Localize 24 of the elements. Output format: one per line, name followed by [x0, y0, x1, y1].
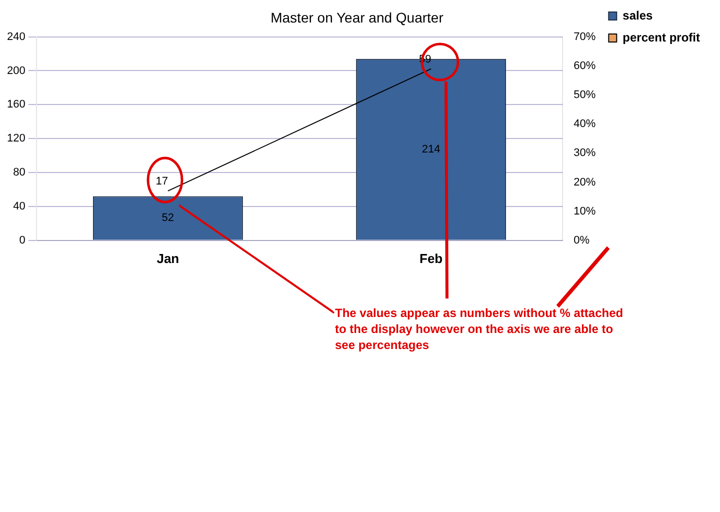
y2-tick-label: 60%: [574, 60, 596, 72]
legend-label: percent profit: [622, 30, 700, 44]
y2-tick-label: 30%: [574, 147, 596, 160]
chart-title: Master on Year and Quarter: [270, 9, 444, 26]
y-tick-label: 120: [6, 132, 26, 145]
y2-tick-label: 10%: [574, 205, 596, 218]
y2-tick-label: 50%: [574, 89, 596, 102]
y2-tick-label: 20%: [574, 176, 596, 188]
y2-tick-label: 40%: [574, 118, 596, 130]
y-tick-label: 240: [6, 30, 26, 43]
legend-label: sales: [622, 8, 654, 22]
y-tick-label: 200: [6, 64, 26, 77]
y-tick-label: 0: [19, 234, 26, 246]
data-label: 17: [156, 175, 168, 188]
y2-tick-label: 70%: [574, 30, 596, 43]
y-tick-label: 40: [13, 200, 26, 212]
data-label: 214: [422, 143, 440, 156]
y-tick-label: 80: [13, 166, 26, 179]
data-label: 52: [162, 212, 174, 224]
text: The values appear as numbers without % attached to the display however on the axis we are able to see percentages: [335, 305, 624, 353]
y2-tick-label: 0%: [574, 234, 590, 246]
x-tick-label: Feb: [420, 250, 443, 266]
x-tick-label: Jan: [156, 250, 180, 266]
y-tick-label: 160: [6, 98, 26, 111]
